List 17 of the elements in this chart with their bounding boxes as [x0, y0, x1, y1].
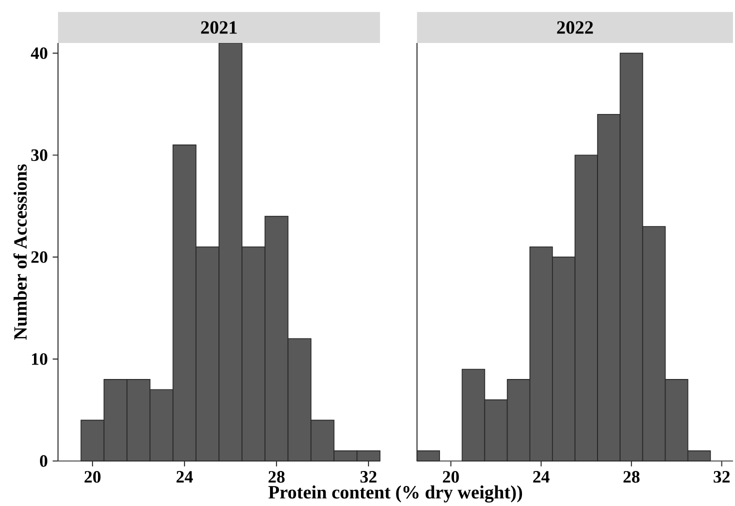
x-tick-label: 24	[533, 471, 550, 483]
x-tick-label: 20	[442, 471, 459, 483]
x-tick-label: 32	[360, 471, 376, 483]
y-tick-label: 30	[31, 149, 48, 161]
x-axis-title: Protein content (% dry weight))	[268, 485, 522, 503]
y-tick-label: 20	[31, 251, 48, 263]
chart-title: 2021	[201, 21, 237, 34]
chart-title: 2022	[557, 21, 593, 34]
y-tick-label: 0	[40, 455, 48, 467]
y-tick-label: 10	[32, 353, 48, 365]
x-tick-label: 28	[623, 471, 640, 483]
y-tick-label: 40	[30, 47, 48, 60]
y-axis-title: Number of Accessions	[13, 164, 27, 340]
x-tick-label: 28	[268, 471, 285, 483]
x-tick-label: 20	[84, 471, 101, 483]
x-tick-label: 24	[176, 471, 193, 483]
x-tick-label: 32	[714, 471, 730, 483]
